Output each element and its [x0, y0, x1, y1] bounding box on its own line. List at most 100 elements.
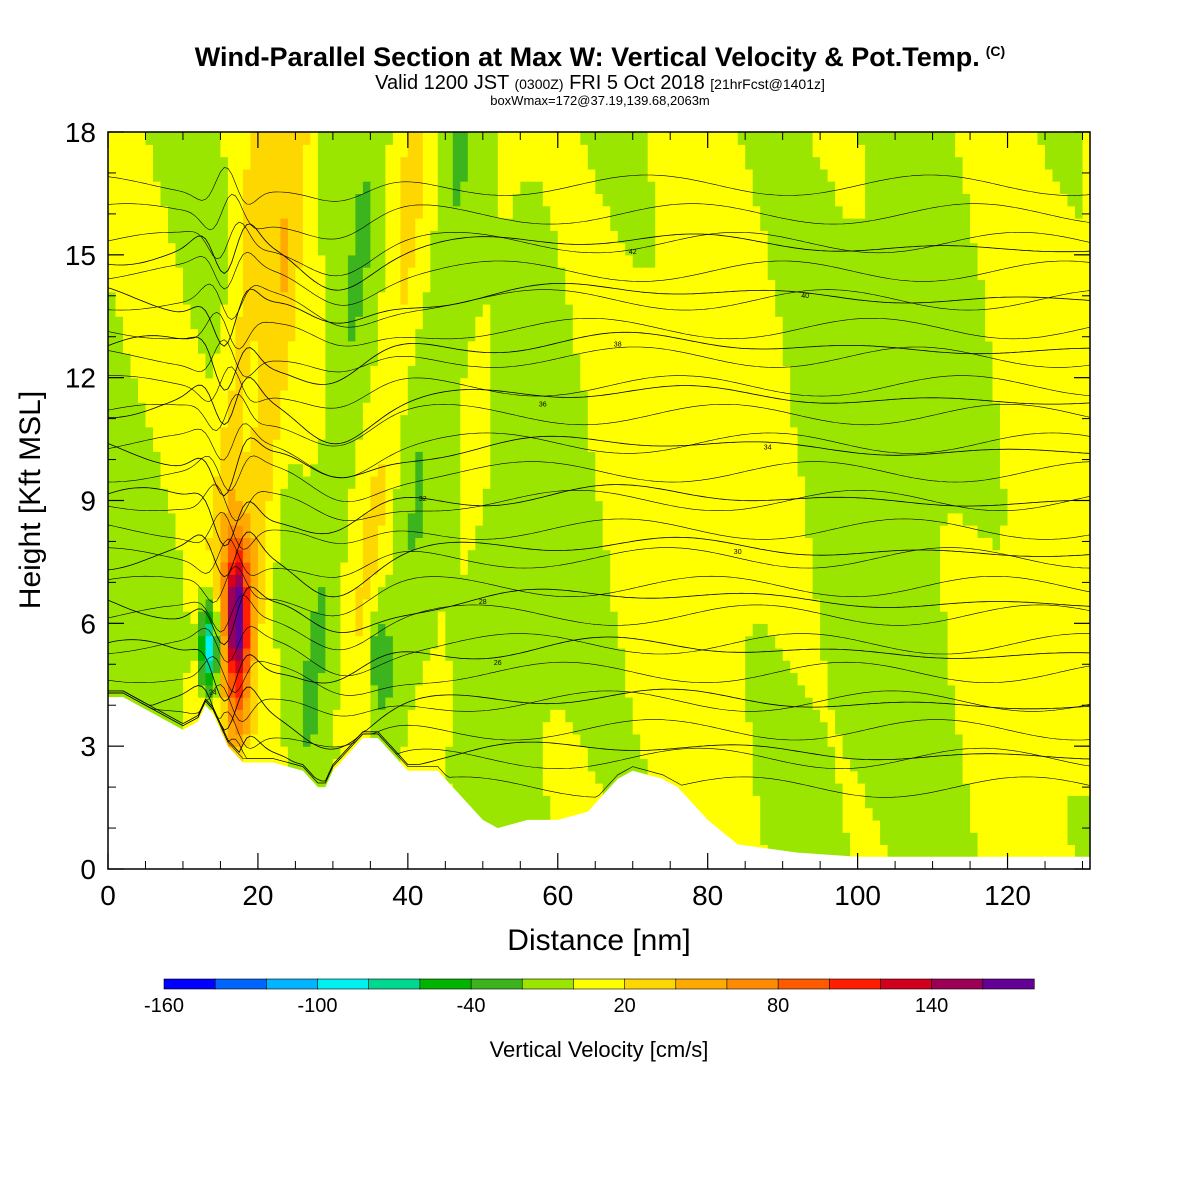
- velocity-cell: [138, 132, 147, 403]
- theta-contour-34: [108, 435, 1090, 497]
- velocity-cell: [752, 132, 761, 207]
- velocity-cell: [790, 132, 799, 428]
- velocity-cell: [617, 242, 626, 649]
- velocity-cell: [198, 611, 207, 637]
- velocity-cell: [205, 623, 214, 637]
- velocity-cell: [205, 611, 214, 624]
- velocity-cell: [212, 475, 221, 600]
- colorbar-swatch: [163, 978, 216, 990]
- x-axis-title: Distance [nm]: [507, 924, 690, 957]
- velocity-cell: [647, 132, 656, 182]
- velocity-cell: [535, 181, 544, 869]
- velocity-cell: [587, 451, 596, 772]
- velocity-cell: [265, 132, 274, 502]
- velocity-cell: [872, 819, 881, 869]
- velocity-cell: [235, 574, 244, 588]
- velocity-cell: [805, 132, 814, 538]
- velocity-cell: [595, 193, 604, 502]
- velocity-cell: [782, 365, 791, 661]
- velocity-cell: [257, 623, 266, 869]
- velocity-cell: [520, 132, 529, 182]
- velocity-cell: [1082, 795, 1090, 869]
- velocity-cell: [235, 525, 244, 538]
- forecast-info: [21hrFcst@1401z]: [710, 76, 825, 92]
- velocity-cell: [212, 635, 221, 674]
- velocity-cell: [160, 132, 169, 207]
- theta-contour-minor: [108, 538, 1090, 578]
- velocity-cell: [542, 132, 551, 207]
- velocity-cell: [970, 832, 979, 869]
- velocity-cell: [617, 132, 626, 244]
- velocity-cell: [415, 451, 424, 538]
- velocity-cell: [527, 181, 536, 869]
- velocity-cell: [865, 132, 874, 809]
- velocity-cell: [992, 132, 1001, 403]
- velocity-cell: [340, 561, 349, 869]
- velocity-cell: [205, 635, 214, 661]
- velocity-cell: [317, 672, 326, 821]
- velocity-cell: [242, 451, 251, 514]
- velocity-cell: [220, 512, 229, 563]
- velocity-cell: [842, 218, 851, 760]
- theta-contour-minor: [108, 221, 1090, 277]
- velocity-cell: [580, 390, 589, 747]
- velocity-cell: [220, 697, 229, 747]
- theta-contour-32: [108, 484, 1090, 547]
- y-tick-label: 15: [65, 240, 96, 271]
- velocity-cell: [842, 758, 851, 833]
- velocity-cell: [805, 537, 814, 698]
- terrain-profile: [108, 697, 1090, 869]
- velocity-cell: [460, 132, 469, 182]
- velocity-cell: [460, 574, 469, 869]
- theta-contour-26: [108, 636, 1090, 702]
- y-tick-label: 12: [65, 363, 96, 394]
- theta-contour-minor: [108, 684, 1090, 722]
- velocity-cell: [857, 144, 866, 219]
- velocity-cell: [850, 218, 859, 772]
- velocity-cell: [977, 132, 986, 280]
- velocity-cell: [235, 660, 244, 674]
- colorbar-swatch: [675, 978, 728, 990]
- velocity-cell: [422, 660, 431, 869]
- theta-contour-minor: [108, 594, 1090, 651]
- velocity-cell: [280, 390, 289, 489]
- theta-contour-label: 42: [629, 249, 637, 256]
- velocity-cell: [235, 561, 244, 575]
- y-tick-label: 18: [65, 117, 96, 148]
- velocity-cell: [512, 132, 521, 194]
- velocity-cell: [565, 132, 574, 305]
- velocity-cell: [280, 218, 289, 293]
- velocity-cell: [542, 721, 551, 796]
- velocity-cell: [302, 475, 311, 661]
- velocity-cell: [183, 304, 192, 612]
- velocity-cell: [250, 660, 259, 735]
- velocity-cell: [977, 279, 986, 538]
- velocity-cell: [797, 684, 806, 869]
- velocity-cell: [625, 254, 634, 698]
- velocity-cell: [992, 402, 1001, 551]
- velocity-cell: [1007, 132, 1016, 869]
- velocity-cell: [332, 746, 341, 760]
- velocity-cell: [123, 353, 132, 784]
- velocity-cell: [677, 132, 686, 869]
- velocity-cell: [160, 205, 169, 489]
- velocity-cell: [797, 132, 806, 477]
- velocity-cell: [220, 426, 229, 514]
- velocity-cell: [910, 132, 919, 869]
- velocity-cell: [227, 660, 236, 674]
- velocity-cell: [332, 709, 341, 747]
- velocity-cell: [985, 132, 994, 342]
- velocity-cell: [205, 598, 214, 612]
- velocity-cell: [475, 316, 484, 526]
- x-tick-label: 100: [834, 880, 881, 911]
- velocity-cell: [295, 132, 304, 268]
- velocity-cell: [220, 132, 229, 158]
- velocity-cell: [602, 549, 611, 809]
- velocity-cell: [227, 390, 236, 489]
- velocity-cell: [565, 721, 574, 869]
- velocity-cell: [302, 144, 311, 477]
- velocity-cell: [467, 340, 476, 551]
- velocity-cell: [235, 316, 244, 502]
- theta-contour-30: [108, 531, 1090, 598]
- velocity-cell: [115, 132, 124, 317]
